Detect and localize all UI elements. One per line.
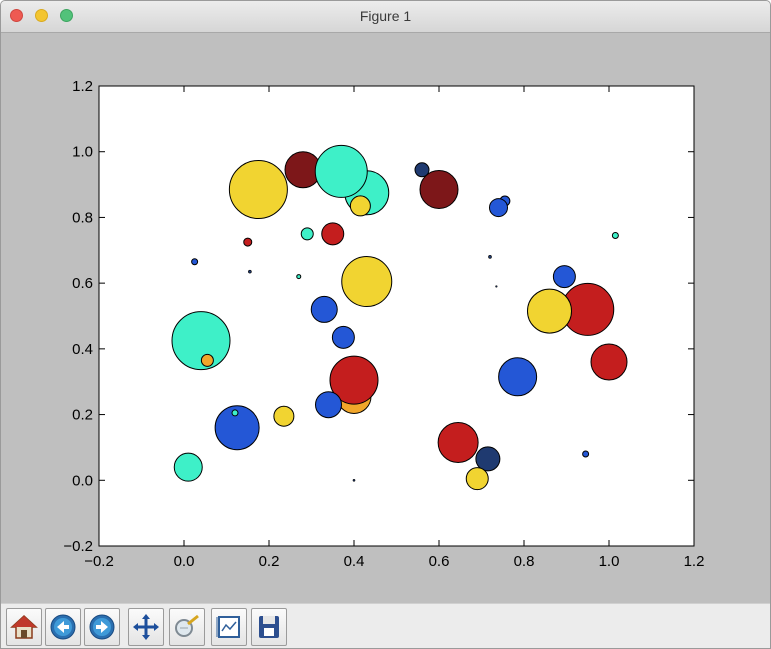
minimize-window-button[interactable] — [35, 9, 48, 22]
y-tick-label: −0.2 — [63, 538, 93, 555]
x-tick-label: 1.2 — [684, 553, 705, 570]
y-tick-label: 0.4 — [72, 341, 93, 358]
pan-icon — [133, 614, 159, 640]
scatter-point — [191, 258, 199, 266]
zoom-to-rect-button[interactable] — [169, 608, 205, 646]
scatter-point — [352, 478, 356, 482]
scatter-point — [465, 467, 489, 491]
x-tick-label: 0.0 — [174, 553, 195, 570]
title-bar: Figure 1 — [1, 1, 770, 33]
scatter-point — [321, 222, 345, 246]
scatter-point — [527, 288, 572, 334]
pan-button[interactable] — [128, 608, 164, 646]
scatter-point — [552, 265, 576, 289]
scatter-point — [200, 353, 214, 367]
scatter-point — [331, 325, 355, 349]
scatter-point — [475, 446, 501, 472]
scatter-point — [582, 450, 590, 458]
forward-button[interactable] — [84, 608, 120, 646]
scatter-point — [214, 405, 260, 451]
y-tick-label: 0.2 — [72, 407, 93, 424]
navigation-toolbar — [1, 603, 770, 648]
scatter-point — [243, 237, 253, 247]
x-tick-label: −0.2 — [84, 553, 114, 570]
scatter-point — [590, 343, 628, 381]
scatter-point — [228, 160, 288, 219]
scatter-point — [273, 405, 295, 427]
scatter-point — [171, 311, 231, 371]
y-tick-label: 1.0 — [72, 144, 93, 161]
save-figure-button[interactable] — [251, 608, 287, 646]
scatter-point — [248, 269, 252, 274]
scatter-point — [329, 355, 379, 405]
zoom-window-button[interactable] — [60, 9, 73, 22]
scatter-point — [419, 170, 459, 209]
scatter-point — [310, 295, 338, 323]
scatter-point — [611, 232, 619, 239]
scatter-point — [296, 274, 302, 280]
scatter-point — [173, 452, 203, 482]
back-arrow-icon — [50, 614, 76, 640]
close-window-button[interactable] — [10, 9, 23, 22]
window-title: Figure 1 — [359, 8, 412, 24]
scatter-point — [437, 422, 479, 463]
scatter-point — [315, 391, 342, 419]
home-icon — [10, 614, 38, 639]
back-button[interactable] — [45, 608, 81, 646]
figure-canvas[interactable]: −0.2 0.0 0.2 0.4 0.6 0.8 1.0 1.2 −0.2 0.0 0.2 0.4 0.… — [1, 33, 770, 603]
scatter-point — [300, 227, 314, 241]
scatter-point — [488, 255, 492, 259]
scatter-point — [414, 162, 430, 178]
scatter-point — [498, 357, 538, 397]
x-tick-label: 0.2 — [259, 553, 280, 570]
axes-frame — [98, 85, 695, 547]
x-tick-label: 0.6 — [429, 553, 450, 570]
save-icon — [259, 616, 279, 638]
scatter-point — [489, 198, 508, 218]
y-tick-label: 0.8 — [72, 209, 93, 226]
scatter-point — [349, 195, 371, 217]
x-tick-label: 0.4 — [344, 553, 365, 570]
subplots-icon — [216, 616, 240, 638]
home-button[interactable] — [6, 608, 42, 646]
y-tick-label: 0.6 — [72, 275, 93, 292]
y-tick-label: 1.2 — [72, 78, 93, 95]
scatter-point — [495, 285, 498, 288]
scatter-point — [231, 409, 239, 417]
scatter-point — [341, 256, 393, 307]
x-tick-label: 1.0 — [599, 553, 620, 570]
forward-arrow-icon — [89, 614, 115, 640]
zoom-icon — [175, 614, 199, 637]
scatter-point — [314, 144, 368, 198]
configure-subplots-button[interactable] — [211, 608, 247, 646]
scatter-chart: −0.2 0.0 0.2 0.4 0.6 0.8 1.0 1.2 −0.2 0.0 0.2 0.4 0.… — [63, 78, 705, 570]
y-tick-label: 0.0 — [72, 472, 93, 489]
x-tick-label: 0.8 — [514, 553, 535, 570]
